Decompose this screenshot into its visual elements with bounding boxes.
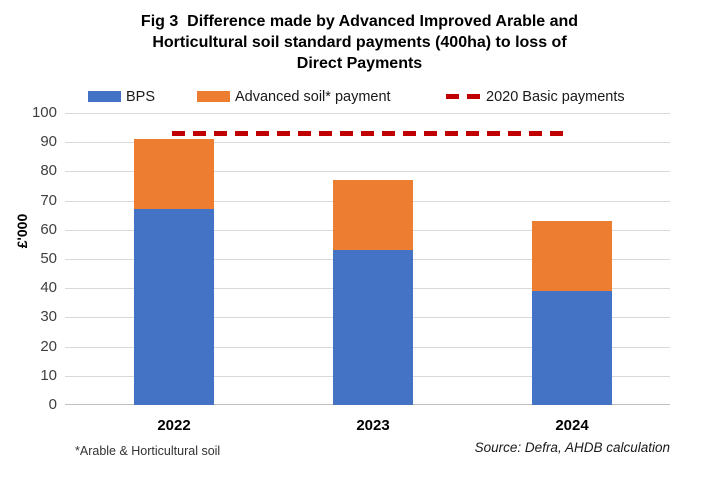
source-credit: Source: Defra, AHDB calculation [474,440,670,455]
bar-segment-2023-advanced-soil-payment [333,180,413,251]
chart-title-line-3: Direct Payments [296,55,423,72]
x-axis-label-2022: 2022 [157,417,191,434]
y-tick-label-50: 50 [40,250,57,267]
legend-label-2020-basic-payments: 2020 Basic payments [486,88,625,105]
chart-title-line-1: Fig 3 Difference made by Advanced Improv… [140,13,579,30]
advanced-soil-legend-swatch-icon [197,91,230,102]
x-axis-label-2024: 2024 [555,417,589,434]
y-tick-label-20: 20 [40,337,57,355]
gridline-90 [65,142,670,144]
bps-legend-swatch-icon [88,91,121,102]
footnote: *Arable & Horticultural soil [75,444,221,458]
legend-label-bps: BPS [126,88,156,105]
legend-item-advanced-soil: Advanced soil* payment [197,88,391,105]
x-axis-label-2023: 2023 [356,417,390,434]
y-tick-label-40: 40 [40,279,57,297]
y-tick-label-0: 0 [48,396,57,413]
y-tick-label-60: 60 [40,220,57,238]
y-tick-label-90: 90 [40,133,57,151]
bar-segment-2024-advanced-soil-payment [532,221,612,292]
bar-segment-2022-bps [134,209,214,405]
chart-title: Fig 3 Difference made by Advanced Improv… [0,11,719,74]
y-tick-label-10: 10 [40,366,57,384]
plot-area [65,113,670,405]
y-tick-label-100: 100 [31,104,57,121]
legend-label-advanced-soil: Advanced soil* payment [235,88,391,105]
y-tick-label-80: 80 [40,162,57,180]
reference-line-2020-basic-payments [172,130,565,136]
bar-segment-2023-bps [333,250,413,405]
bar-segment-2022-advanced-soil-payment [134,139,214,210]
y-tick-label-70: 70 [40,191,57,209]
gridline-80 [65,171,670,173]
chart-title-line-2: Horticultural soil standard payments (40… [152,34,567,51]
y-tick-label-30: 30 [40,308,57,326]
gridline-100 [65,113,670,114]
legend-item-bps: BPS [88,88,155,105]
legend-item-2020-basic-payments: 2020 Basic payments [446,88,625,105]
dashed-line-legend-icon [446,94,480,99]
bar-segment-2024-bps [532,291,612,405]
